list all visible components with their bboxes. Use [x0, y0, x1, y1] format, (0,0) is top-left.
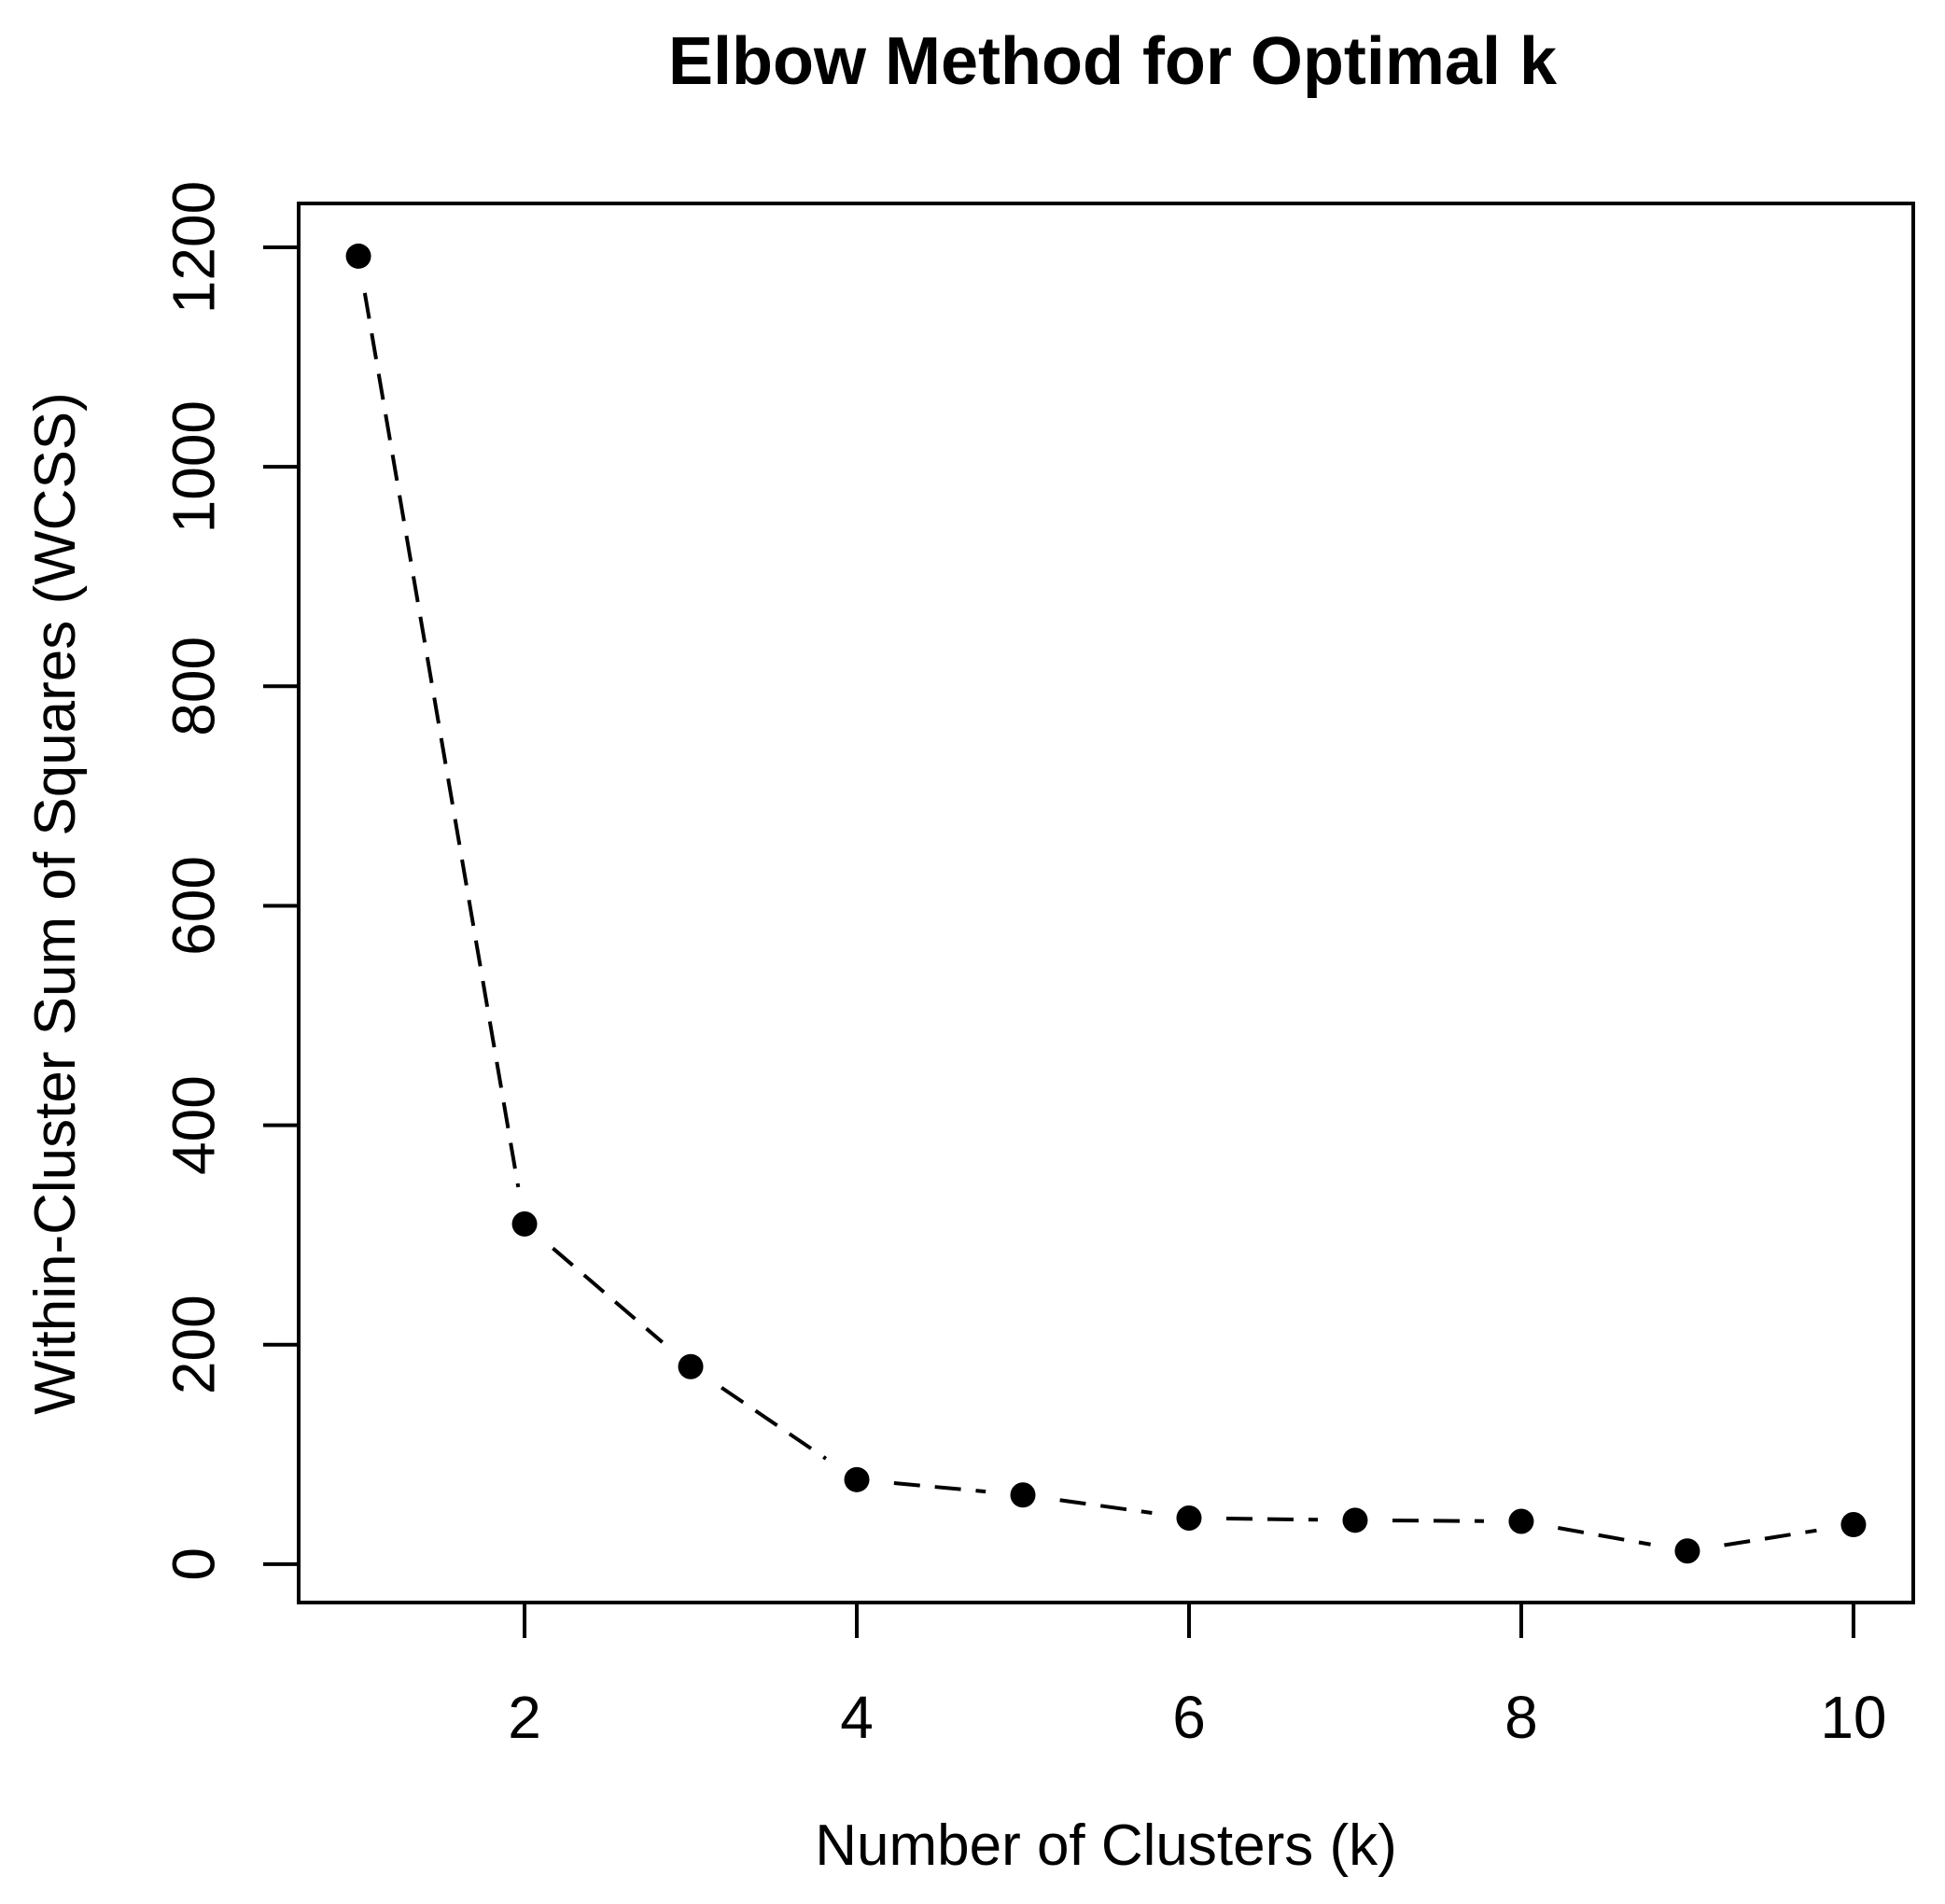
x-tick-label: 6 — [1172, 1684, 1206, 1751]
y-tick-label: 1200 — [160, 181, 227, 314]
data-point — [1840, 1512, 1867, 1538]
y-tick-label: 200 — [160, 1295, 227, 1394]
data-point — [678, 1353, 704, 1379]
y-axis-ticks: 0 200 400 600 800 1000 1200 — [160, 181, 299, 1581]
plot-border — [297, 202, 1915, 1604]
data-point — [1010, 1482, 1036, 1508]
series-segment — [1557, 1526, 1651, 1547]
data-point — [345, 243, 371, 269]
chart-title: Elbow Method for Optimal k — [668, 24, 1558, 99]
y-tick-label: 800 — [160, 637, 227, 736]
x-axis-label: Number of Clusters (k) — [815, 1813, 1397, 1878]
data-series — [345, 243, 1867, 1564]
y-tick-label: 0 — [160, 1547, 227, 1581]
y-axis-label: Within-Cluster Sum of Squares (WCSS) — [23, 392, 88, 1415]
series-segment — [893, 1481, 986, 1494]
data-point — [1176, 1505, 1202, 1531]
series-segment — [720, 1386, 828, 1461]
series-segment — [1392, 1519, 1484, 1523]
data-point — [1674, 1538, 1700, 1564]
series-segment — [1059, 1498, 1153, 1515]
x-tick-label: 4 — [840, 1684, 874, 1751]
y-tick-label: 400 — [160, 1075, 227, 1175]
x-tick-label: 8 — [1504, 1684, 1538, 1751]
x-tick-label: 2 — [508, 1684, 541, 1751]
data-point — [844, 1466, 870, 1492]
y-tick-label: 1000 — [160, 400, 227, 533]
data-point — [511, 1211, 538, 1237]
x-tick-label: 10 — [1820, 1684, 1886, 1751]
data-point — [1342, 1507, 1368, 1533]
series-segment — [362, 292, 521, 1188]
x-axis-ticks: 2 4 6 8 10 — [508, 1603, 1887, 1751]
series-segment — [552, 1246, 664, 1344]
data-point — [1508, 1508, 1534, 1534]
y-tick-label: 600 — [160, 856, 227, 956]
series-segment — [1724, 1528, 1817, 1547]
